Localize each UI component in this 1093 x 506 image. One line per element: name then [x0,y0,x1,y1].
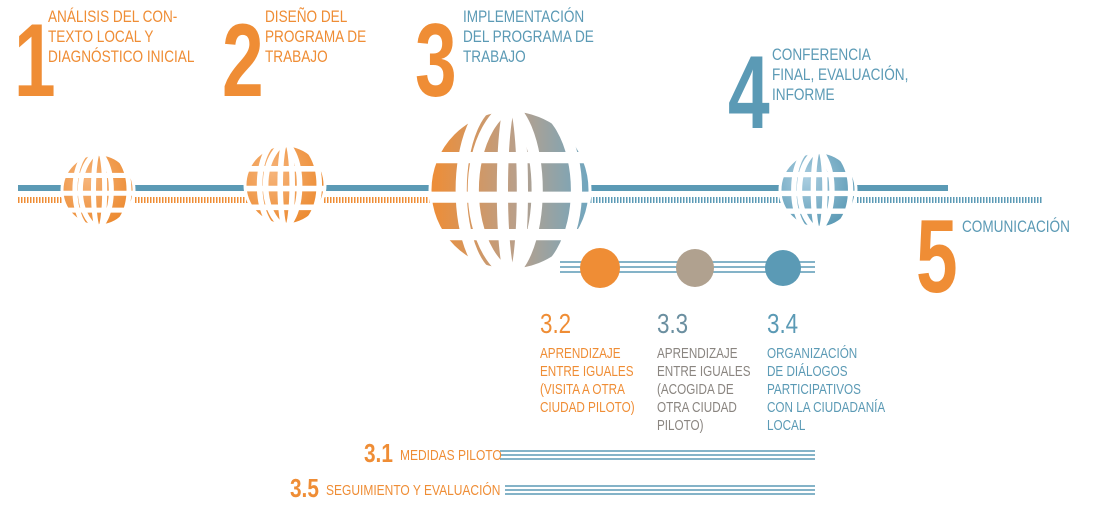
substep-label: DE DIÁLOGOS [767,363,848,380]
step-label: DIAGNÓSTICO INICIAL [48,48,195,67]
substep-label: ORGANIZACIÓN [767,345,857,362]
bottom-number: 3.1 [364,439,393,468]
sphere [430,102,590,278]
substep-label: ENTRE IGUALES [540,363,634,380]
substep-label: (ACOGIDA DE [657,381,734,398]
sphere [780,148,856,232]
substep-label: LOCAL [767,417,806,434]
bottom-number: 3.5 [290,474,319,503]
substep-label: APRENDIZAJE [540,345,621,362]
substep-number: 3.4 [767,309,798,340]
substep-label: ENTRE IGUALES [657,363,751,380]
step-number: 2 [222,3,264,119]
step-label: DISEÑO DEL [265,8,348,27]
step-label: TRABAJO [463,48,526,67]
substep-label: (VISITA A OTRA [540,381,625,398]
step-label: TEXTO LOCAL Y [48,28,153,47]
substep-label: CON LA CIUDADANÍA [767,399,885,416]
step-number: 4 [728,35,770,151]
step-label: ANÁLISIS DEL CON- [48,8,177,27]
substep-label: APRENDIZAJE [657,345,738,362]
step-label: IMPLEMENTACIÓN [463,8,584,27]
substep-label: PARTICIPATIVOS [767,381,861,398]
diagram: 1ANÁLISIS DEL CON-TEXTO LOCAL YDIAGNÓSTI… [0,0,1093,506]
step-label: CONFERENCIA [772,46,872,65]
sphere [245,141,325,229]
step-number: 3 [415,3,457,119]
substep-number: 3.3 [657,309,688,340]
sphere [62,150,134,229]
substep-number: 3.2 [540,309,571,340]
step-label: COMUNICACIÓN [962,218,1070,237]
substep-label: PILOTO) [657,417,704,434]
step-label: PROGRAMA DE [265,28,366,47]
substep-label: CIUDAD PILOTO) [540,399,635,416]
step-label: INFORME [772,86,835,105]
step-number: 5 [916,199,958,315]
substep-label: OTRA CIUDAD [657,399,737,416]
bottom-label: MEDIDAS PILOTO [400,447,502,464]
step-label: DEL PROGRAMA DE [463,28,594,47]
step-label: TRABAJO [265,48,328,67]
step-label: FINAL, EVALUACIÓN, [772,66,908,85]
bottom-label: SEGUIMIENTO Y EVALUACIÓN [326,482,500,499]
